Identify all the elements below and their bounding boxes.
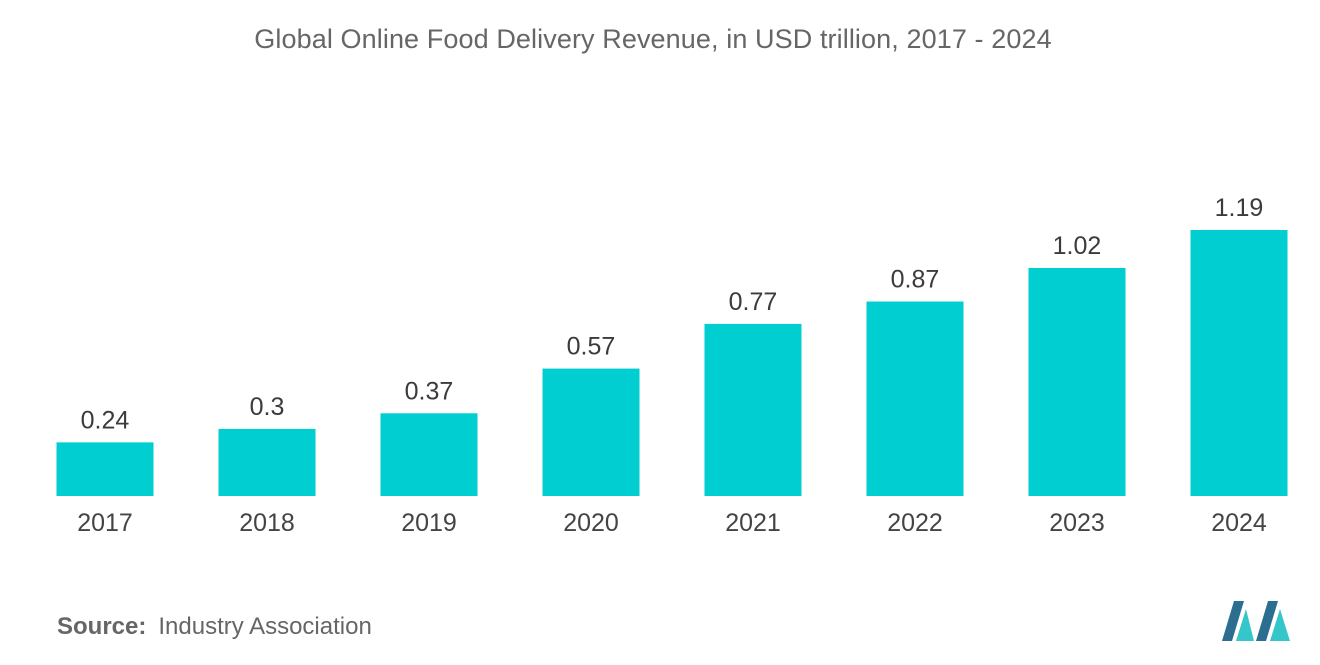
data-label-2020: 0.57 bbox=[567, 333, 616, 361]
data-label-2023: 1.02 bbox=[1053, 232, 1102, 260]
bar-2018 bbox=[218, 428, 316, 496]
source-note: Source: Industry Association bbox=[57, 613, 372, 641]
x-tick-2019: 2019 bbox=[401, 509, 457, 537]
data-label-2021: 0.77 bbox=[729, 288, 778, 316]
x-axis-ticks-layer: 2017 2018 2019 2020 2021 2022 2023 2024 bbox=[77, 509, 1267, 537]
bars-layer bbox=[56, 230, 1288, 496]
source-text: Industry Association bbox=[158, 613, 372, 640]
bar-2024 bbox=[1190, 230, 1288, 496]
x-tick-2020: 2020 bbox=[563, 509, 619, 537]
bar-2020 bbox=[542, 368, 640, 496]
bar-2022 bbox=[866, 301, 964, 496]
data-label-2018: 0.3 bbox=[250, 393, 285, 421]
data-label-2024: 1.19 bbox=[1215, 194, 1264, 222]
x-tick-2021: 2021 bbox=[725, 509, 781, 537]
x-tick-2018: 2018 bbox=[239, 509, 295, 537]
mordor-intelligence-logo-icon bbox=[1222, 601, 1290, 641]
source-label: Source: bbox=[57, 613, 147, 640]
bar-2023 bbox=[1028, 268, 1126, 496]
data-label-2017: 0.24 bbox=[81, 406, 130, 434]
bar-2017 bbox=[56, 442, 154, 496]
x-tick-2017: 2017 bbox=[77, 509, 133, 537]
bar-2019 bbox=[380, 413, 478, 496]
data-label-2019: 0.37 bbox=[405, 377, 454, 405]
x-tick-2023: 2023 bbox=[1049, 509, 1105, 537]
chart-title: Global Online Food Delivery Revenue, in … bbox=[254, 24, 1052, 54]
value-labels-layer: 0.24 0.3 0.37 0.57 0.77 0.87 1.02 1.19 bbox=[81, 194, 1264, 434]
data-label-2022: 0.87 bbox=[891, 266, 940, 294]
x-tick-2022: 2022 bbox=[887, 509, 943, 537]
bar-2021 bbox=[704, 323, 802, 496]
x-tick-2024: 2024 bbox=[1211, 509, 1267, 537]
